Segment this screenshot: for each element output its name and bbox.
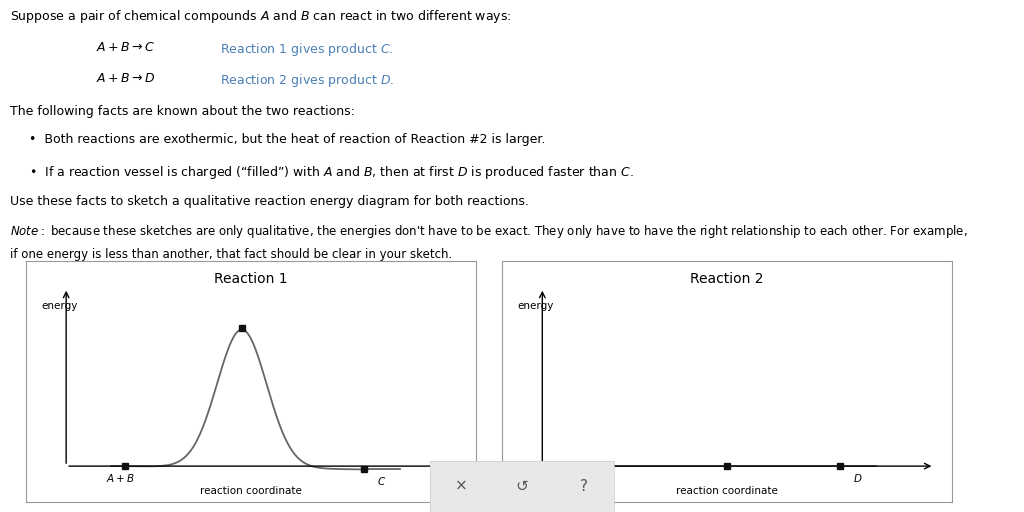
Text: ×: × [455, 479, 467, 494]
Text: ?: ? [580, 479, 588, 494]
Text: $\mathit{A} + \mathit{B} \rightarrow \mathit{D}$: $\mathit{A} + \mathit{B} \rightarrow \ma… [96, 72, 156, 84]
Text: •  Both reactions are exothermic, but the heat of reaction of Reaction #2 is lar: • Both reactions are exothermic, but the… [30, 133, 546, 146]
Text: if one energy is less than another, that fact should be clear in your sketch.: if one energy is less than another, that… [10, 248, 453, 261]
Text: Reaction 2: Reaction 2 [690, 272, 764, 286]
Text: Reaction 1 gives product $\mathit{C}$.: Reaction 1 gives product $\mathit{C}$. [220, 41, 393, 58]
Text: reaction coordinate: reaction coordinate [200, 486, 302, 496]
Text: Reaction 2 gives product $\mathit{D}$.: Reaction 2 gives product $\mathit{D}$. [220, 72, 394, 89]
Text: $A + B$: $A + B$ [105, 472, 134, 484]
Text: energy: energy [41, 301, 78, 311]
Text: $\it{Note:}$ because these sketches are only qualitative, the energies don't hav: $\it{Note:}$ because these sketches are … [10, 223, 968, 240]
Text: $A + B$: $A + B$ [582, 472, 610, 484]
Text: $C$: $C$ [377, 475, 386, 487]
Text: reaction coordinate: reaction coordinate [676, 486, 778, 496]
Text: Reaction 1: Reaction 1 [214, 272, 288, 286]
Text: $D$: $D$ [853, 472, 862, 484]
Text: energy: energy [517, 301, 554, 311]
Text: Suppose a pair of chemical compounds $\mathit{A}$ and $\mathit{B}$ can react in : Suppose a pair of chemical compounds $\m… [10, 8, 512, 25]
Text: The following facts are known about the two reactions:: The following facts are known about the … [10, 105, 355, 118]
Text: Use these facts to sketch a qualitative reaction energy diagram for both reactio: Use these facts to sketch a qualitative … [10, 195, 529, 207]
Text: ↺: ↺ [516, 479, 528, 494]
Text: •  If a reaction vessel is charged (“filled”) with $\mathit{A}$ and $\mathit{B}$: • If a reaction vessel is charged (“fill… [30, 164, 634, 181]
Text: $\mathit{A} + \mathit{B} \rightarrow \mathit{C}$: $\mathit{A} + \mathit{B} \rightarrow \ma… [96, 41, 155, 54]
